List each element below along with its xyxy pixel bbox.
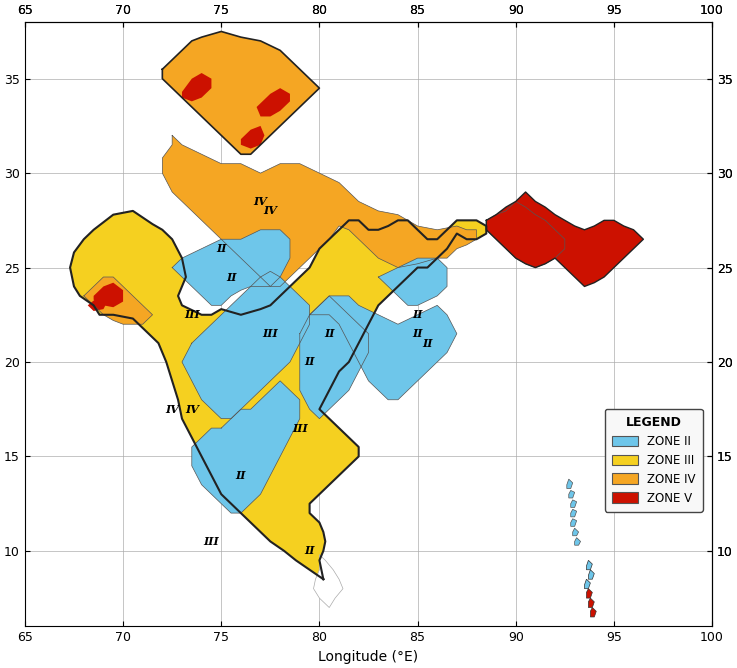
Text: II: II [226, 271, 237, 283]
Text: IV: IV [263, 205, 277, 216]
Polygon shape [587, 560, 593, 570]
Text: II: II [216, 243, 226, 254]
Text: II: II [324, 328, 335, 339]
Polygon shape [84, 277, 153, 324]
Text: III: III [203, 536, 220, 547]
Text: II: II [412, 309, 423, 320]
Polygon shape [182, 73, 212, 102]
Polygon shape [88, 296, 108, 311]
Text: II: II [304, 545, 315, 556]
Text: III: III [292, 423, 307, 434]
Text: II: II [304, 357, 315, 367]
Text: II: II [236, 470, 246, 481]
Polygon shape [590, 607, 596, 617]
Text: IV: IV [165, 403, 179, 415]
Text: III: III [184, 309, 200, 320]
Polygon shape [486, 202, 565, 268]
Polygon shape [162, 31, 319, 154]
Polygon shape [162, 136, 477, 287]
Text: II: II [412, 328, 423, 339]
Polygon shape [313, 554, 343, 607]
Polygon shape [570, 509, 576, 517]
Polygon shape [569, 490, 575, 498]
Polygon shape [573, 528, 579, 536]
Polygon shape [241, 126, 265, 148]
Polygon shape [588, 598, 594, 607]
Polygon shape [182, 271, 310, 419]
Polygon shape [584, 579, 590, 589]
Polygon shape [70, 211, 486, 579]
Text: III: III [262, 328, 278, 339]
Text: II: II [422, 337, 433, 349]
Text: IV: IV [254, 196, 268, 207]
Polygon shape [570, 500, 576, 508]
Polygon shape [378, 258, 447, 305]
Polygon shape [567, 479, 573, 488]
Polygon shape [172, 230, 290, 305]
Polygon shape [570, 519, 576, 526]
Polygon shape [192, 381, 300, 513]
Polygon shape [575, 538, 581, 545]
X-axis label: Longitude (°E): Longitude (°E) [318, 650, 419, 664]
Polygon shape [588, 570, 594, 579]
Polygon shape [300, 296, 368, 419]
Text: IV: IV [185, 403, 199, 415]
Polygon shape [94, 283, 123, 307]
Legend: ZONE II, ZONE III, ZONE IV, ZONE V: ZONE II, ZONE III, ZONE IV, ZONE V [604, 409, 703, 512]
Polygon shape [310, 296, 457, 399]
Polygon shape [587, 589, 593, 598]
Polygon shape [486, 192, 643, 287]
Polygon shape [256, 88, 290, 116]
